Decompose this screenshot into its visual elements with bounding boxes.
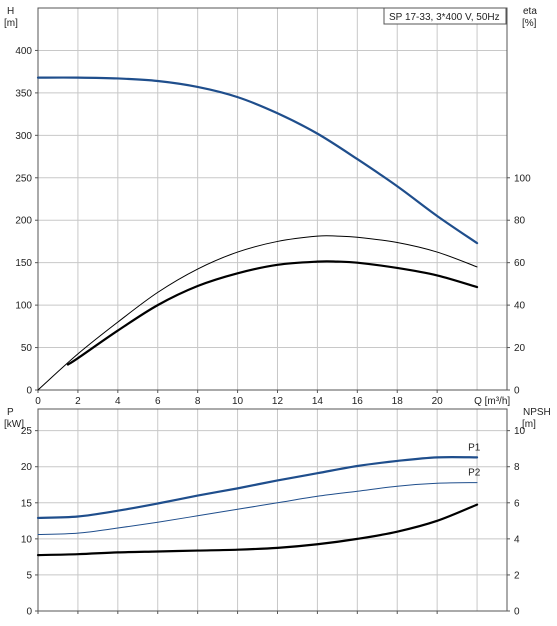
y-left-tick-label: 100 bbox=[15, 301, 32, 312]
y-left-tick-label: 400 bbox=[15, 46, 32, 57]
series-line-p1 bbox=[36, 455, 479, 520]
y-right-tick-label: 0 bbox=[514, 607, 520, 618]
y-left-tick-label: 250 bbox=[15, 173, 32, 184]
series-label-p2: P2 bbox=[468, 468, 481, 479]
x-tick-label: 20 bbox=[432, 396, 444, 407]
y-right-tick-label: 2 bbox=[514, 570, 520, 581]
y-right-tick-label: 80 bbox=[514, 216, 526, 227]
series-line-p0-s0 bbox=[36, 76, 479, 245]
y-left-tick-label: 300 bbox=[15, 131, 32, 142]
y-left-tick-label: 25 bbox=[21, 426, 33, 437]
y-right-axis-label: eta bbox=[523, 6, 537, 17]
y-left-axis-unit: [m] bbox=[4, 18, 18, 29]
x-tick-label: 8 bbox=[195, 396, 201, 407]
power-npsh-panel: 0 5 10 15 20 25 0 2 4 6 8 10 P[kW] NPSH[m] P1 P2 bbox=[4, 407, 551, 618]
chart-title: SP 17-33, 3*400 V, 50Hz bbox=[389, 12, 500, 23]
y-right-axis-label: NPSH bbox=[523, 407, 551, 418]
x-axis-label: Q [m³/h] bbox=[474, 396, 510, 407]
series-line-p2 bbox=[37, 482, 478, 536]
y-right-tick-label: 6 bbox=[514, 498, 520, 509]
series-line-p0-s1 bbox=[37, 235, 478, 391]
plot-frame bbox=[37, 408, 508, 612]
y-left-tick-label: 20 bbox=[21, 462, 33, 473]
series-label-p1: P1 bbox=[468, 442, 481, 453]
y-right-tick-label: 100 bbox=[514, 173, 531, 184]
y-left-tick-label: 10 bbox=[21, 534, 33, 545]
y-left-tick-label: 0 bbox=[26, 607, 32, 618]
y-right-tick-label: 60 bbox=[514, 258, 526, 269]
y-left-tick-label: 5 bbox=[26, 570, 32, 581]
title-frame bbox=[383, 7, 507, 25]
x-tick-label: 0 bbox=[35, 396, 41, 407]
y-left-tick-label: 200 bbox=[15, 216, 32, 227]
x-tick-label: 18 bbox=[392, 396, 404, 407]
x-tick-label: 2 bbox=[75, 396, 81, 407]
y-right-tick-label: 10 bbox=[514, 426, 526, 437]
y-left-tick-label: 15 bbox=[21, 498, 33, 509]
y-right-tick-label: 4 bbox=[514, 534, 520, 545]
y-left-tick-label: 350 bbox=[15, 88, 32, 99]
series-line-p0-s2 bbox=[66, 260, 479, 366]
series-line-p1-s2 bbox=[36, 503, 479, 557]
x-tick-label: 4 bbox=[115, 396, 121, 407]
x-tick-label: 6 bbox=[155, 396, 161, 407]
y-left-tick-label: 0 bbox=[26, 386, 32, 397]
x-tick-label: 10 bbox=[232, 396, 244, 407]
y-right-tick-label: 0 bbox=[514, 386, 520, 397]
x-tick-label: 16 bbox=[352, 396, 364, 407]
y-left-axis-label: P bbox=[7, 407, 14, 418]
x-tick-label: 14 bbox=[312, 396, 324, 407]
y-right-tick-label: 8 bbox=[514, 462, 520, 473]
y-left-axis-label: H bbox=[7, 6, 14, 17]
y-right-tick-label: 20 bbox=[514, 343, 526, 354]
y-left-tick-label: 50 bbox=[21, 343, 33, 354]
y-right-axis-unit: [m] bbox=[522, 419, 536, 430]
y-right-axis-unit: [%] bbox=[522, 18, 537, 29]
y-left-axis-unit: [kW] bbox=[4, 419, 24, 430]
y-left-tick-label: 150 bbox=[15, 258, 32, 269]
chart-title-box: SP 17-33, 3*400 V, 50Hz bbox=[383, 7, 507, 25]
x-tick-label: 12 bbox=[272, 396, 284, 407]
y-right-tick-label: 40 bbox=[514, 301, 526, 312]
plot-frame bbox=[37, 7, 508, 391]
head-efficiency-panel: 050100150200250300350400020406080100H[m]… bbox=[4, 6, 537, 407]
